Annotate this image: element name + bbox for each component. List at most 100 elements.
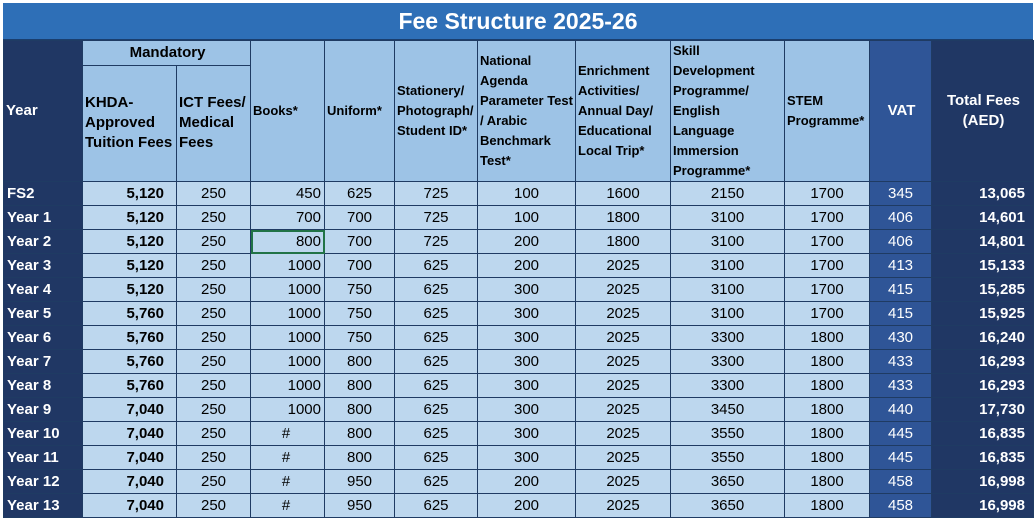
cell-ict[interactable]: 250	[176, 445, 251, 470]
cell-vat[interactable]: 445	[869, 421, 932, 446]
header-ict-medical[interactable]: ICT Fees/ Medical Fees	[176, 64, 251, 183]
cell-khda[interactable]: 5,760	[82, 373, 177, 398]
cell-stationery[interactable]: 625	[394, 445, 478, 470]
cell-ict[interactable]: 250	[176, 301, 251, 326]
cell-total[interactable]: 15,285	[931, 277, 1034, 302]
cell-stem[interactable]: 1700	[784, 229, 870, 254]
cell-skill[interactable]: 3650	[670, 493, 785, 518]
cell-stem[interactable]: 1800	[784, 373, 870, 398]
header-national-agenda[interactable]: National Agenda Parameter Test / Arabic …	[477, 40, 576, 182]
cell-vat[interactable]: 406	[869, 205, 932, 230]
cell-ict[interactable]: 250	[176, 253, 251, 278]
cell-books[interactable]: 800	[250, 229, 325, 254]
cell-vat[interactable]: 440	[869, 397, 932, 422]
cell-year[interactable]: Year 8	[3, 373, 83, 398]
cell-ict[interactable]: 250	[176, 421, 251, 446]
cell-khda[interactable]: 7,040	[82, 421, 177, 446]
cell-skill[interactable]: 3300	[670, 349, 785, 374]
header-mandatory[interactable]: Mandatory	[82, 40, 251, 66]
header-uniform[interactable]: Uniform*	[324, 40, 395, 182]
cell-national[interactable]: 200	[477, 253, 576, 278]
cell-total[interactable]: 13,065	[931, 181, 1034, 206]
cell-year[interactable]: Year 4	[3, 277, 83, 302]
cell-khda[interactable]: 7,040	[82, 493, 177, 518]
cell-vat[interactable]: 445	[869, 445, 932, 470]
cell-ict[interactable]: 250	[176, 229, 251, 254]
cell-skill[interactable]: 3650	[670, 469, 785, 494]
cell-enrichment[interactable]: 2025	[575, 277, 671, 302]
cell-stationery[interactable]: 725	[394, 205, 478, 230]
cell-stationery[interactable]: 625	[394, 397, 478, 422]
cell-national[interactable]: 300	[477, 397, 576, 422]
cell-stationery[interactable]: 625	[394, 277, 478, 302]
cell-skill[interactable]: 3550	[670, 445, 785, 470]
cell-khda[interactable]: 7,040	[82, 445, 177, 470]
cell-enrichment[interactable]: 2025	[575, 325, 671, 350]
cell-stationery[interactable]: 725	[394, 229, 478, 254]
cell-year[interactable]: Year 13	[3, 493, 83, 518]
cell-national[interactable]: 200	[477, 229, 576, 254]
cell-year[interactable]: Year 10	[3, 421, 83, 446]
cell-ict[interactable]: 250	[176, 205, 251, 230]
cell-enrichment[interactable]: 2025	[575, 445, 671, 470]
cell-uniform[interactable]: 750	[324, 325, 395, 350]
cell-skill[interactable]: 3450	[670, 397, 785, 422]
cell-total[interactable]: 14,601	[931, 205, 1034, 230]
cell-books[interactable]: 1000	[250, 397, 325, 422]
cell-national[interactable]: 300	[477, 445, 576, 470]
header-khda-tuition[interactable]: KHDA-Approved Tuition Fees	[82, 64, 177, 183]
cell-stationery[interactable]: 625	[394, 469, 478, 494]
cell-national[interactable]: 200	[477, 469, 576, 494]
cell-vat[interactable]: 415	[869, 277, 932, 302]
cell-khda[interactable]: 5,760	[82, 301, 177, 326]
cell-ict[interactable]: 250	[176, 181, 251, 206]
cell-ict[interactable]: 250	[176, 469, 251, 494]
cell-enrichment[interactable]: 2025	[575, 253, 671, 278]
cell-enrichment[interactable]: 1800	[575, 229, 671, 254]
cell-skill[interactable]: 2150	[670, 181, 785, 206]
cell-vat[interactable]: 433	[869, 373, 932, 398]
header-skill-development[interactable]: Skill Development Programme/ English Lan…	[670, 40, 785, 182]
header-enrichment[interactable]: Enrichment Activities/ Annual Day/ Educa…	[575, 40, 671, 182]
cell-khda[interactable]: 7,040	[82, 397, 177, 422]
header-total-fees[interactable]: Total Fees (AED)	[931, 40, 1034, 182]
cell-year[interactable]: Year 2	[3, 229, 83, 254]
cell-uniform[interactable]: 800	[324, 373, 395, 398]
cell-year[interactable]: FS2	[3, 181, 83, 206]
cell-total[interactable]: 15,133	[931, 253, 1034, 278]
cell-uniform[interactable]: 800	[324, 349, 395, 374]
cell-total[interactable]: 16,835	[931, 445, 1034, 470]
cell-ict[interactable]: 250	[176, 493, 251, 518]
cell-year[interactable]: Year 9	[3, 397, 83, 422]
cell-year[interactable]: Year 11	[3, 445, 83, 470]
cell-vat[interactable]: 406	[869, 229, 932, 254]
cell-year[interactable]: Year 12	[3, 469, 83, 494]
cell-national[interactable]: 300	[477, 349, 576, 374]
cell-khda[interactable]: 5,760	[82, 325, 177, 350]
header-books[interactable]: Books*	[250, 40, 325, 182]
cell-uniform[interactable]: 950	[324, 469, 395, 494]
cell-skill[interactable]: 3100	[670, 229, 785, 254]
cell-year[interactable]: Year 1	[3, 205, 83, 230]
cell-uniform[interactable]: 800	[324, 445, 395, 470]
cell-enrichment[interactable]: 2025	[575, 469, 671, 494]
cell-uniform[interactable]: 750	[324, 301, 395, 326]
cell-stem[interactable]: 1800	[784, 469, 870, 494]
cell-stationery[interactable]: 625	[394, 325, 478, 350]
cell-khda[interactable]: 5,120	[82, 277, 177, 302]
cell-national[interactable]: 300	[477, 277, 576, 302]
cell-uniform[interactable]: 700	[324, 253, 395, 278]
cell-books[interactable]: 1000	[250, 253, 325, 278]
cell-books[interactable]: 1000	[250, 325, 325, 350]
cell-khda[interactable]: 5,120	[82, 205, 177, 230]
cell-year[interactable]: Year 5	[3, 301, 83, 326]
cell-enrichment[interactable]: 1600	[575, 181, 671, 206]
cell-stem[interactable]: 1700	[784, 181, 870, 206]
cell-uniform[interactable]: 700	[324, 205, 395, 230]
cell-ict[interactable]: 250	[176, 373, 251, 398]
header-vat[interactable]: VAT	[869, 40, 932, 182]
cell-books[interactable]: 1000	[250, 373, 325, 398]
cell-books[interactable]: 450	[250, 181, 325, 206]
cell-vat[interactable]: 430	[869, 325, 932, 350]
cell-total[interactable]: 16,998	[931, 469, 1034, 494]
